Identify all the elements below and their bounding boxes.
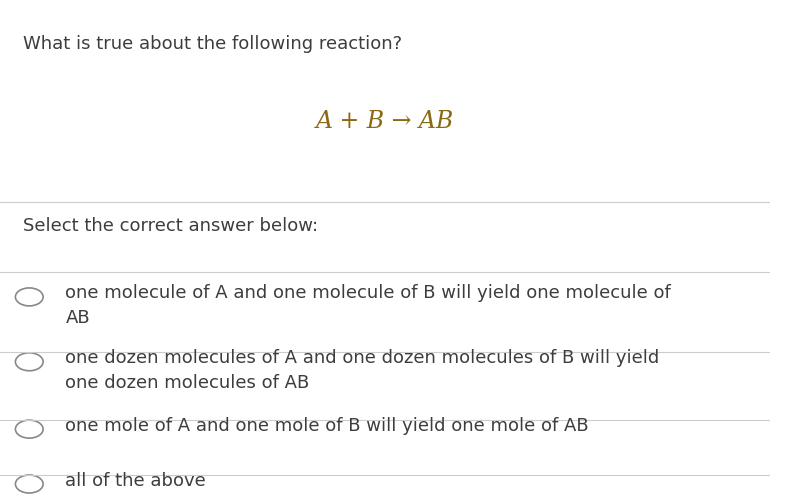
Text: What is true about the following reaction?: What is true about the following reactio… — [23, 35, 402, 53]
Text: A + B → AB: A + B → AB — [316, 110, 454, 133]
Text: one dozen molecules of A and one dozen molecules of B will yield
one dozen molec: one dozen molecules of A and one dozen m… — [65, 349, 660, 392]
Text: one mole of A and one mole of B will yield one mole of AB: one mole of A and one mole of B will yie… — [65, 417, 589, 435]
Text: Select the correct answer below:: Select the correct answer below: — [23, 217, 318, 235]
Text: one molecule of A and one molecule of B will yield one molecule of
AB: one molecule of A and one molecule of B … — [65, 284, 671, 327]
Text: all of the above: all of the above — [65, 472, 206, 490]
